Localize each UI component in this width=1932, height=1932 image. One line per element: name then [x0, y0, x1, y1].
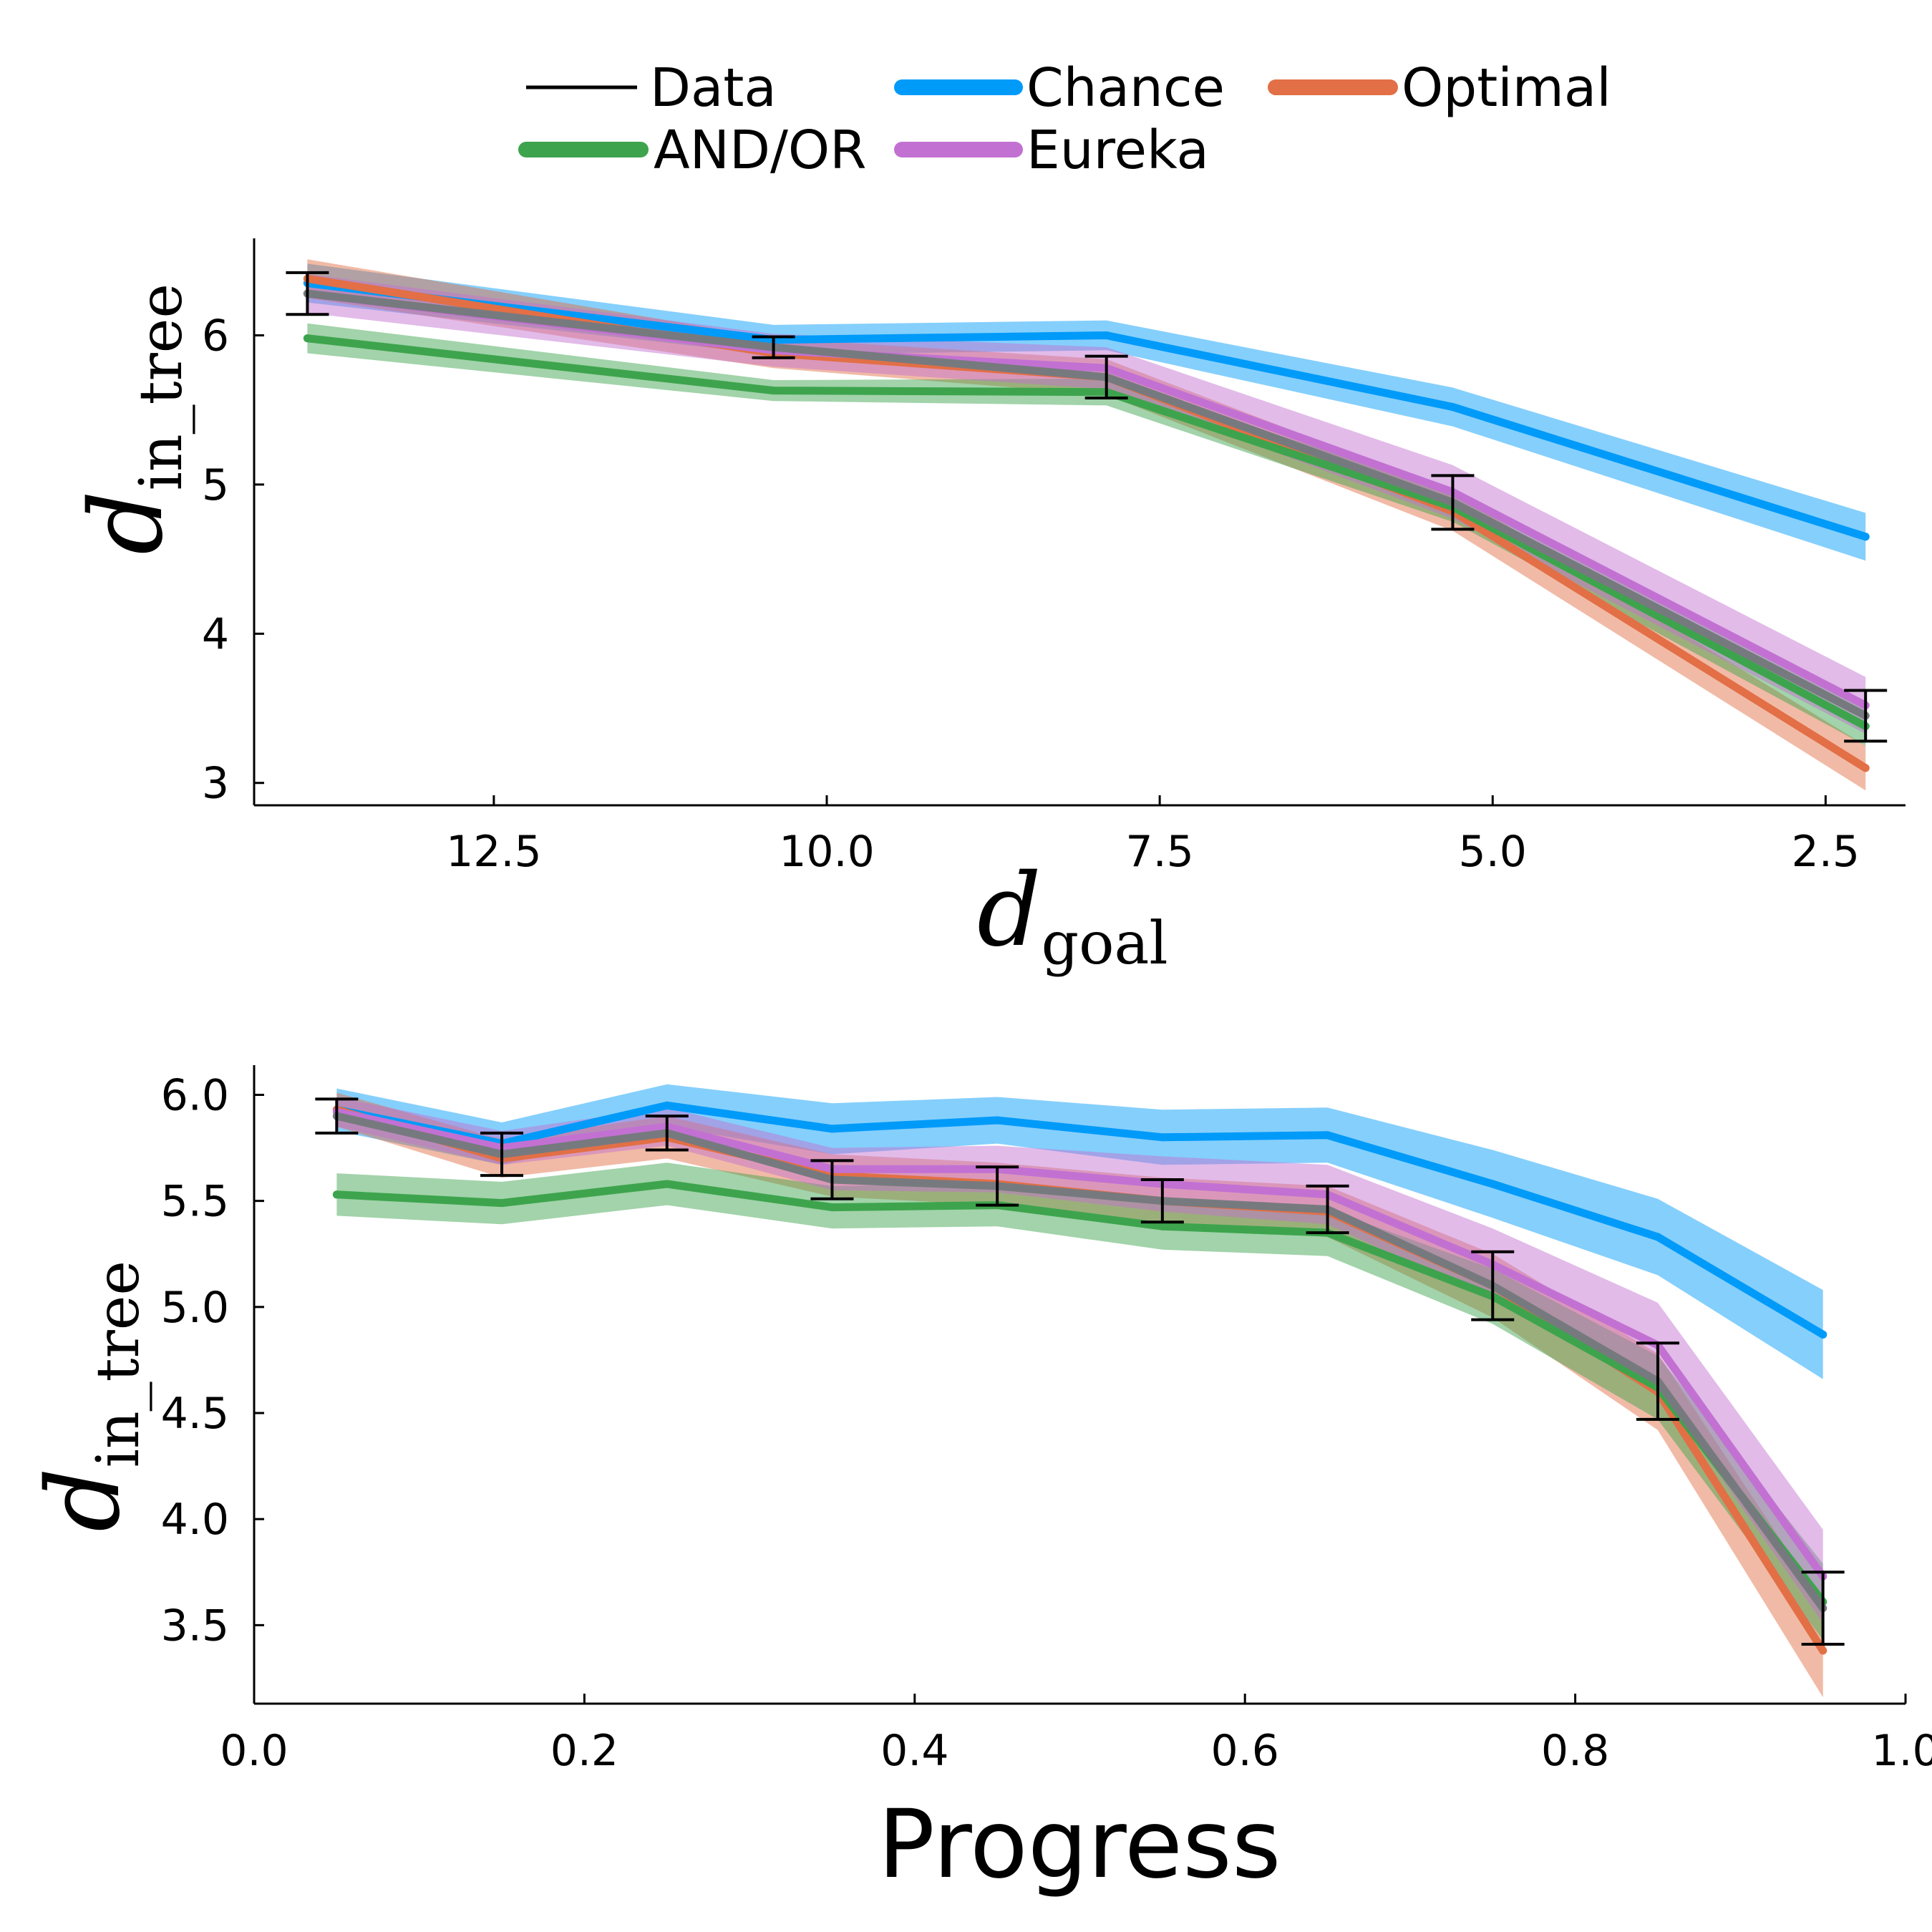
point-and-or	[1158, 1222, 1167, 1230]
y-tick-label: 5	[202, 460, 229, 510]
band-chance	[336, 1084, 1823, 1379]
y-tick-label: 4	[202, 609, 229, 659]
y-axis-title-bottom: din_tree	[26, 1261, 152, 1532]
point-chance	[993, 1116, 1001, 1125]
legend-label-optimal: Optimal	[1402, 57, 1611, 119]
legend-label-andor: AND/OR	[654, 120, 867, 181]
x-tick-label: 12.5	[446, 827, 542, 877]
plot-top-ticks: 12.5 10.0 7.5 5.0 2.5 3 4 5 6	[202, 311, 1860, 877]
plot-bottom: 0.0 0.2 0.4 0.6 0.8 1.0 3.5 4.0 4.5 5.0 5.5 6.0 din…	[26, 1065, 1932, 1900]
plot-bottom-errorbars	[315, 1097, 1845, 1646]
line-data	[332, 1112, 1827, 1613]
point-chance	[1654, 1233, 1662, 1241]
y-tick-label: 5.5	[161, 1177, 229, 1227]
plot-bottom-ticks: 0.0 0.2 0.4 0.6 0.8 1.0 3.5 4.0 4.5 5.0 5.5 6.0	[161, 1070, 1932, 1776]
line-eureka	[332, 1107, 1827, 1581]
line-chance	[332, 1101, 1827, 1339]
legend: Data Chance Optimal AND/OR Eureka	[518, 57, 1611, 181]
point-and-or	[497, 1199, 506, 1208]
y-axis-title-top: din_tree	[69, 283, 195, 555]
line-and-or	[332, 1180, 1827, 1606]
y-axis-title-bottom-sub: in_tree	[84, 1261, 152, 1467]
point-chance	[1819, 1330, 1827, 1339]
x-tick-label: 0.8	[1541, 1726, 1609, 1776]
plot-bottom-axes	[253, 1065, 1906, 1705]
y-tick-label: 4.5	[161, 1389, 229, 1439]
x-axis-title-top-main: d	[977, 853, 1042, 969]
y-tick-label: 3	[202, 759, 229, 809]
legend-label-eureka: Eureka	[1026, 120, 1209, 181]
x-tick-label: 7.5	[1125, 827, 1193, 877]
point-chance	[1488, 1180, 1497, 1188]
point-and-or	[303, 334, 311, 343]
y-axis-title-bottom-main: d	[26, 1467, 142, 1532]
plot-top-errorbars	[286, 271, 1888, 743]
point-chance	[1324, 1131, 1331, 1140]
y-tick-label: 5.0	[161, 1283, 229, 1333]
svg-text:din_tree: din_tree	[69, 283, 195, 555]
point-chance	[1102, 331, 1111, 339]
x-axis-title-top: dgoal	[977, 853, 1168, 978]
point-optimal	[1861, 764, 1870, 772]
x-tick-label: 0.0	[220, 1726, 288, 1776]
band-eureka	[336, 1097, 1823, 1623]
x-tick-label: 10.0	[779, 827, 875, 877]
svg-text:din_tree: din_tree	[26, 1261, 152, 1532]
point-chance	[663, 1101, 671, 1110]
y-axis-title-top-main: d	[69, 490, 185, 555]
x-tick-label: 1.0	[1871, 1726, 1932, 1776]
point-chance	[1448, 403, 1457, 411]
x-tick-label: 0.6	[1210, 1726, 1278, 1776]
x-tick-label: 5.0	[1459, 827, 1527, 877]
y-tick-label: 6	[202, 311, 229, 361]
point-optimal	[1819, 1646, 1827, 1655]
x-axis-title-bottom: Progress	[878, 1790, 1281, 1900]
point-and-or	[770, 387, 778, 395]
plot-top-axes	[253, 238, 1906, 807]
band-and-or	[307, 323, 1866, 746]
y-tick-label: 3.5	[161, 1601, 229, 1651]
legend-label-data: Data	[650, 57, 777, 119]
x-tick-label: 0.4	[880, 1726, 948, 1776]
point-chance	[827, 1125, 836, 1133]
y-tick-label: 6.0	[161, 1070, 229, 1120]
point-chance	[1861, 533, 1870, 541]
x-tick-label: 2.5	[1792, 827, 1860, 877]
y-axis-title-top-sub: in_tree	[127, 283, 195, 490]
point-and-or	[332, 1190, 341, 1199]
point-and-or	[827, 1203, 836, 1212]
legend-label-chance: Chance	[1026, 57, 1225, 119]
y-tick-label: 4.0	[161, 1495, 229, 1545]
point-and-or	[663, 1180, 671, 1188]
x-axis-title-top-sub: goal	[1042, 910, 1168, 978]
point-chance	[1158, 1133, 1167, 1142]
x-tick-label: 0.2	[550, 1726, 618, 1776]
